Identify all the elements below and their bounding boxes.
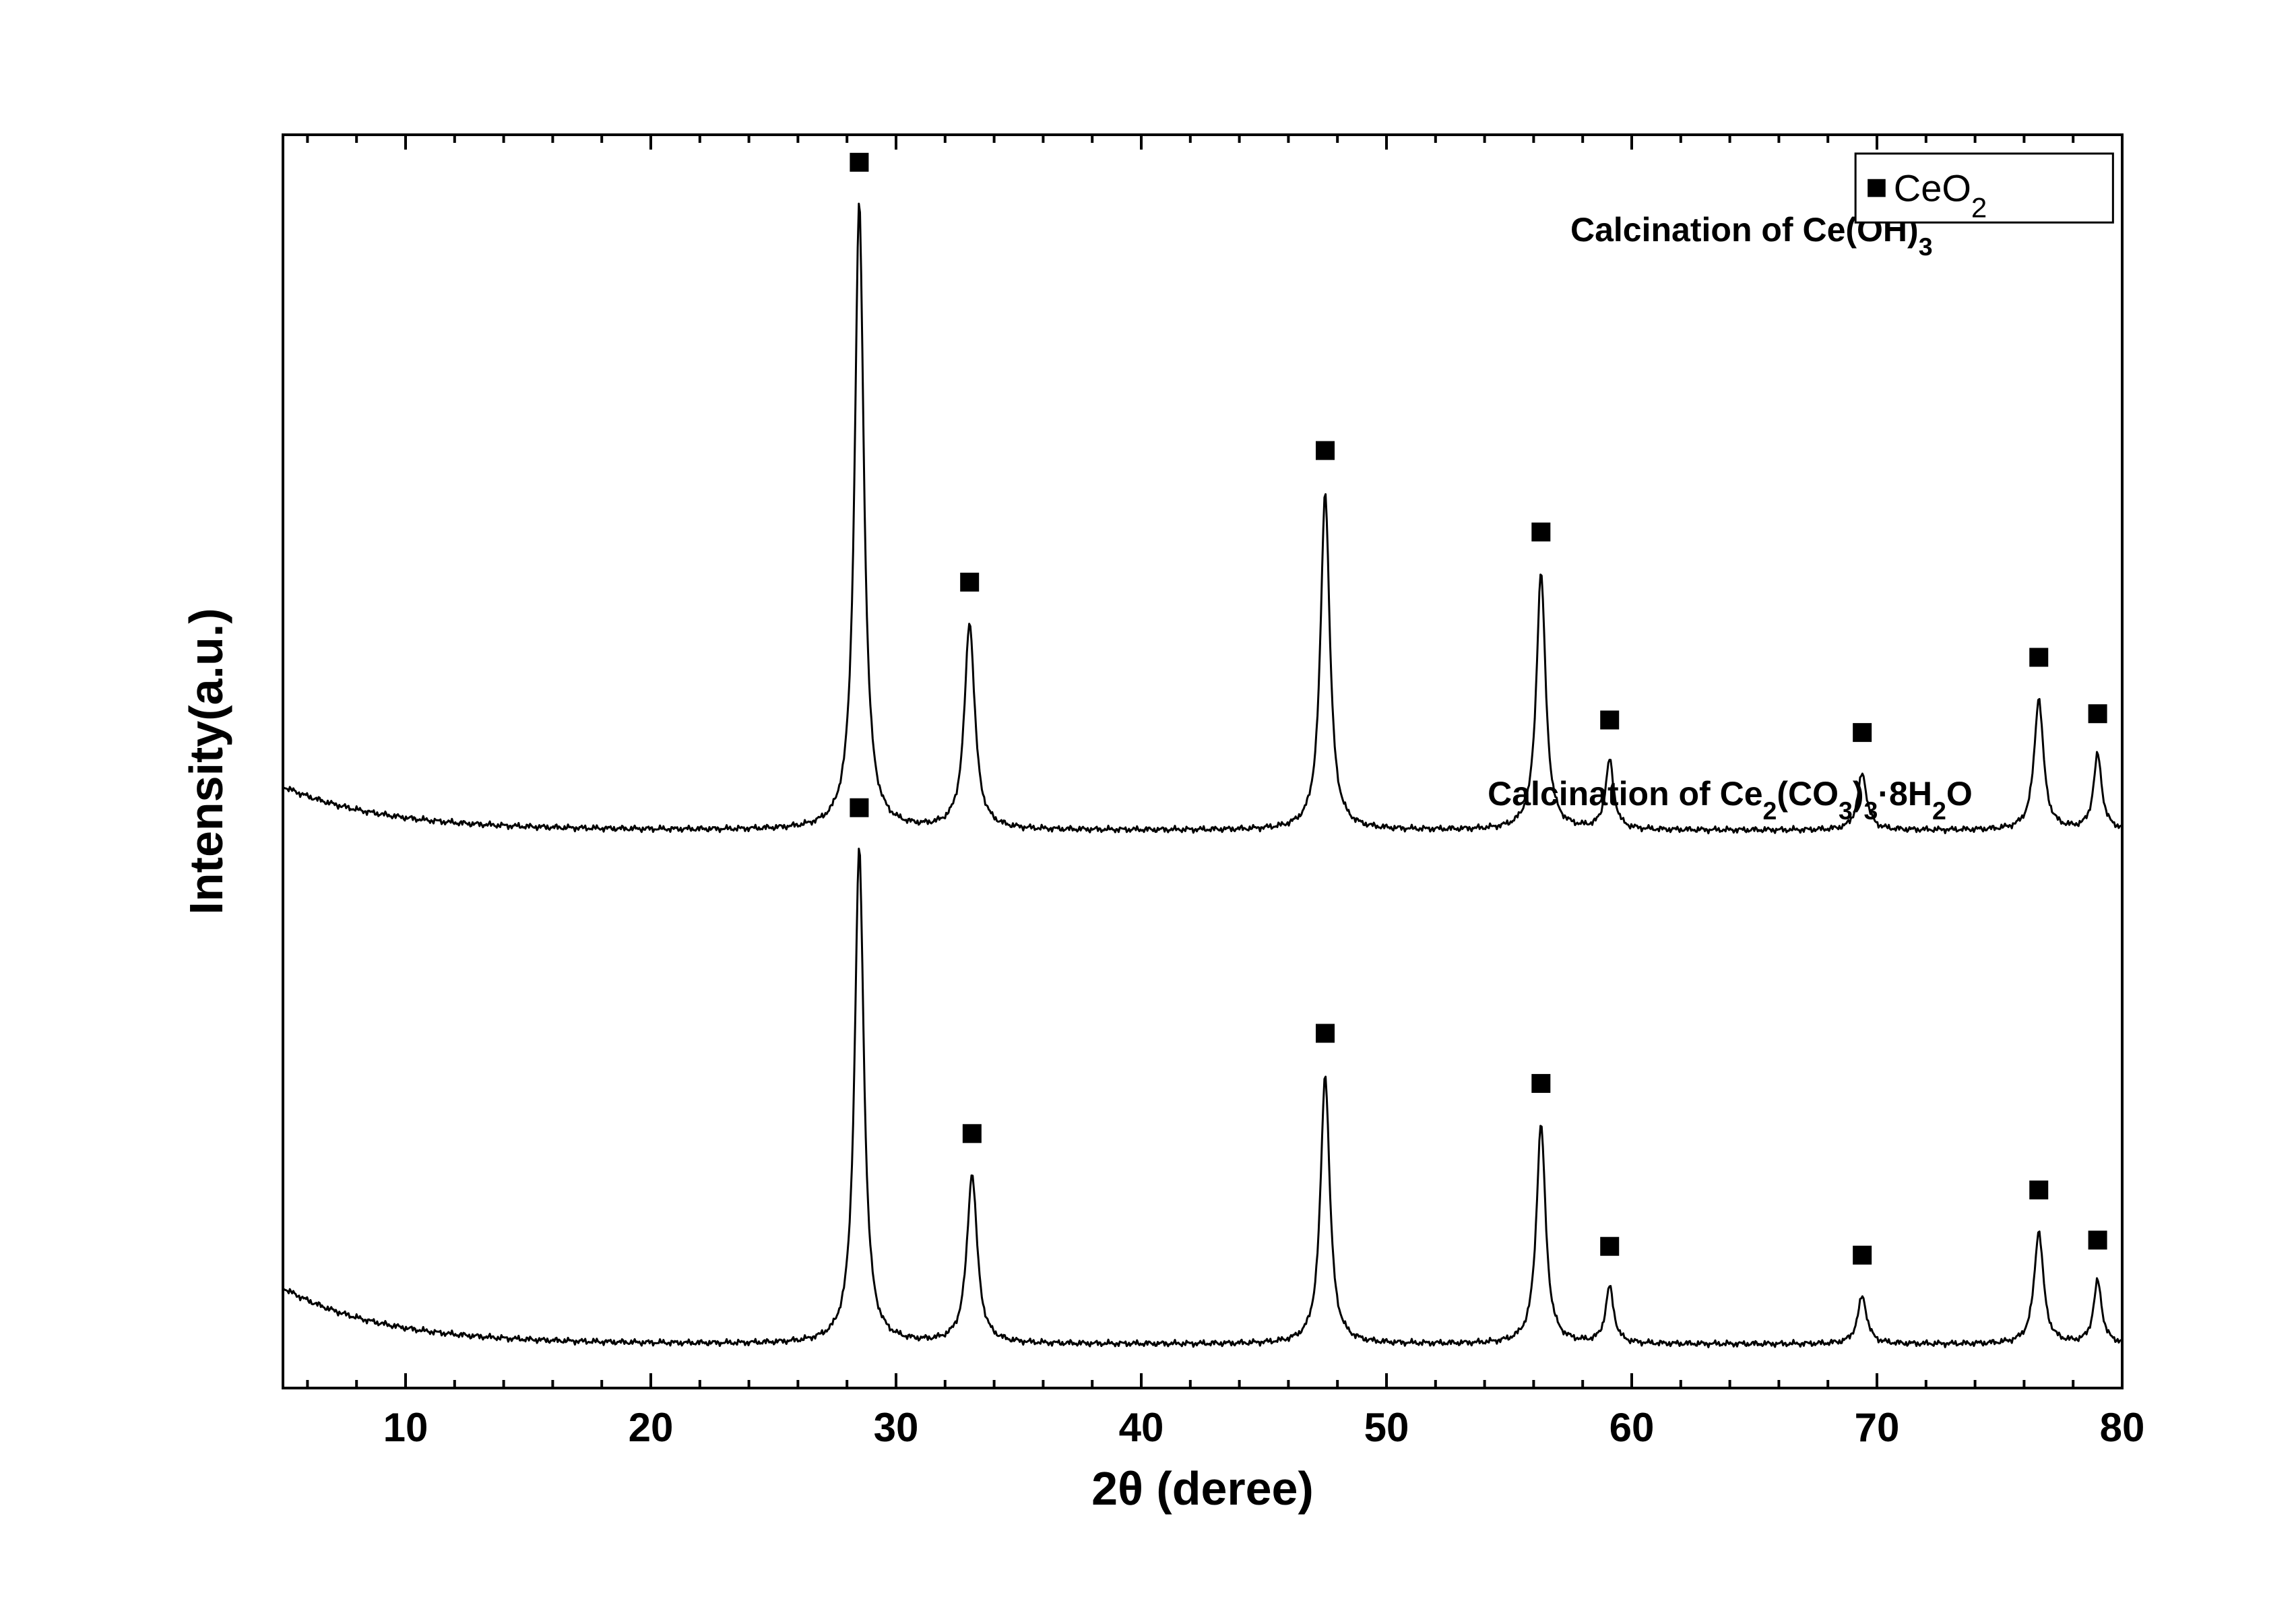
peak-marker: [960, 573, 979, 592]
peak-marker: [2029, 648, 2048, 667]
x-tick-label: 60: [1609, 1405, 1655, 1450]
figure-container: 10 20 30 40 50 60 70 80 2θ (deree) Intensity(a.u.…: [0, 0, 2296, 1603]
x-tick-label: 30: [874, 1405, 919, 1450]
peak-marker: [1600, 711, 1619, 730]
x-tick-label: 20: [629, 1405, 674, 1450]
peak-marker: [1853, 1246, 1872, 1265]
peak-marker: [1531, 1074, 1550, 1093]
peak-marker: [1853, 723, 1872, 742]
x-tick-label: 10: [383, 1405, 428, 1450]
peak-marker: [1531, 523, 1550, 542]
peak-marker: [1600, 1237, 1619, 1256]
peak-marker: [2029, 1181, 2048, 1199]
peak-marker: [2088, 1230, 2107, 1249]
peak-marker: [1316, 1024, 1335, 1043]
peak-marker: [850, 153, 868, 172]
peak-marker: [850, 798, 868, 817]
y-axis-label: Intensity(a.u.): [180, 608, 232, 914]
x-axis-label: 2θ (deree): [1091, 1462, 1314, 1515]
peak-marker: [1316, 441, 1335, 460]
x-tick-label: 70: [1855, 1405, 1900, 1450]
peak-marker: [2088, 704, 2107, 723]
x-tick-label: 80: [2100, 1405, 2145, 1450]
x-tick-label: 50: [1364, 1405, 1409, 1450]
peak-marker: [963, 1124, 982, 1143]
xrd-plot-svg: 10 20 30 40 50 60 70 80 2θ (deree) Intensity(a.u.…: [0, 0, 2296, 1603]
legend-marker: [1868, 179, 1886, 197]
x-tick-label: 40: [1119, 1405, 1164, 1450]
